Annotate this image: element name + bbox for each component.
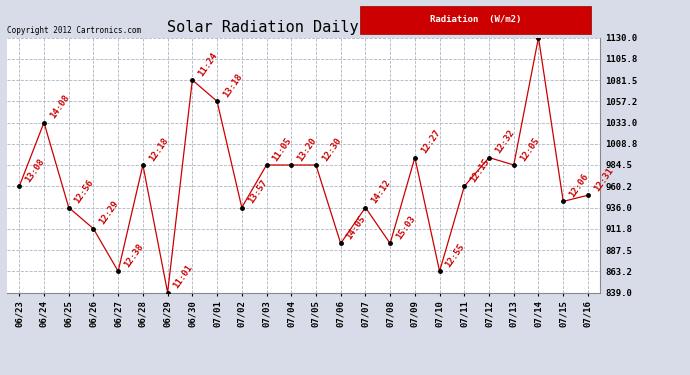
Text: 12:30: 12:30 — [320, 136, 343, 163]
Text: 13:18: 13:18 — [221, 72, 244, 99]
Text: 12:18: 12:18 — [147, 136, 170, 163]
Text: 12:31: 12:31 — [592, 166, 615, 193]
Text: Radiation  (W/m2): Radiation (W/m2) — [430, 15, 522, 24]
Text: Copyright 2012 Cartronics.com: Copyright 2012 Cartronics.com — [7, 26, 141, 35]
Text: 12:56: 12:56 — [73, 178, 96, 206]
Text: 14:05: 14:05 — [345, 214, 368, 241]
Text: 12:38: 12:38 — [122, 242, 145, 269]
Title: Solar Radiation Daily 20120717: Solar Radiation Daily 20120717 — [167, 20, 440, 35]
Text: 12:32: 12:32 — [493, 128, 516, 155]
Text: 12:05: 12:05 — [518, 136, 541, 163]
Text: 12:27: 12:27 — [419, 128, 442, 155]
Text: 12:06: 12:06 — [567, 172, 590, 199]
Text: 12:55: 12:55 — [444, 242, 466, 269]
Text: 14:08: 14:08 — [48, 93, 71, 120]
Text: 11:01: 11:01 — [172, 263, 195, 290]
Text: 13:08: 13:08 — [23, 157, 46, 184]
Text: 13:20: 13:20 — [295, 136, 318, 163]
Text: 11:05: 11:05 — [270, 136, 293, 163]
Text: 12:15: 12:15 — [469, 157, 491, 184]
Text: 11:24: 11:24 — [197, 51, 219, 78]
Text: 14:12: 14:12 — [370, 178, 393, 206]
Text: 15:03: 15:03 — [394, 214, 417, 241]
FancyBboxPatch shape — [360, 6, 591, 34]
Text: 12:29: 12:29 — [97, 200, 120, 226]
Text: 13:57: 13:57 — [246, 178, 268, 206]
